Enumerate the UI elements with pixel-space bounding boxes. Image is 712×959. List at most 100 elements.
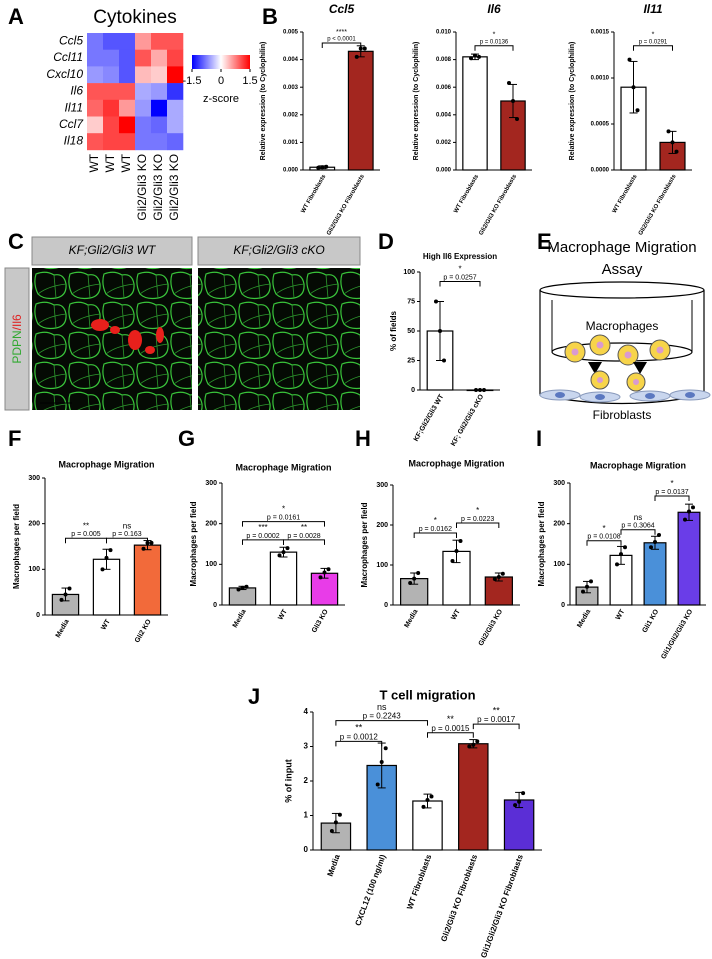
p-value: p = 0.0012	[340, 732, 379, 741]
heat-cell	[87, 133, 104, 151]
data-point	[316, 165, 321, 170]
heat-cell	[103, 133, 120, 151]
x-tick-label: Gli2/Gli3 KO Fibroblasts	[478, 173, 518, 236]
heat-cell	[119, 99, 136, 117]
fibroblast-nucleus	[645, 393, 655, 399]
row-label: Il6	[70, 84, 83, 98]
row-label: Ccl5	[59, 34, 83, 48]
x-tick-label: WT	[450, 608, 462, 622]
y-axis-label: % of fields	[389, 310, 398, 351]
heat-cell	[151, 133, 168, 151]
significance-bracket	[335, 740, 383, 747]
y-axis-label: Relative expression (to Cyclophilin)	[260, 42, 267, 161]
data-point	[474, 388, 478, 392]
heat-cell	[151, 66, 168, 84]
data-point	[285, 546, 290, 551]
macrophage-nucleus	[597, 377, 603, 383]
y-axis-label: Relative expression (to Cyclophilin)	[413, 42, 420, 161]
data-point	[358, 46, 363, 51]
p-value: p = 0.0017	[477, 715, 516, 724]
y-tick-label: 0.004	[436, 112, 452, 118]
y-tick-label: 200	[376, 522, 388, 529]
data-point	[63, 592, 68, 597]
fibroblast-nucleus	[685, 392, 695, 398]
x-tick-label: Media	[326, 853, 342, 878]
heat-cell	[119, 33, 136, 50]
row-label: Ccl11	[53, 50, 83, 64]
x-tick-label: Media	[404, 608, 420, 629]
significance-stars: *	[282, 505, 285, 514]
colorbar-label: z-score	[203, 93, 239, 105]
data-point	[108, 548, 113, 553]
heat-cell	[87, 66, 104, 84]
data-point	[615, 562, 619, 567]
heat-cell	[103, 49, 120, 67]
y-tick-label: 4	[304, 707, 309, 716]
y-tick-label: 0.008	[436, 57, 452, 63]
y-tick-label: 300	[553, 480, 565, 487]
y-tick-label: 100	[403, 269, 415, 276]
y-axis-label: Macrophages per field	[537, 501, 546, 586]
y-tick-label: 100	[553, 561, 565, 568]
significance-stars: *	[434, 516, 437, 525]
data-point	[515, 116, 519, 121]
chart-title: High Il6 Expression	[423, 252, 497, 261]
data-point	[478, 388, 482, 392]
heat-cell	[167, 99, 184, 117]
micrograph-header-box	[197, 236, 361, 266]
data-point	[653, 539, 657, 544]
significance-bracket	[106, 537, 148, 544]
data-point	[354, 54, 359, 59]
heat-cell	[103, 66, 120, 84]
data-point	[333, 820, 338, 825]
p-value: p = 0.2243	[363, 712, 402, 721]
x-tick-label: WT Fibroblasts	[405, 853, 433, 911]
p-value: p = 0.0161	[267, 514, 300, 521]
significance-stars: ns	[377, 702, 387, 712]
bar	[269, 551, 298, 606]
diagram-bottom-label: Fibroblasts	[593, 408, 652, 422]
data-point	[375, 782, 380, 787]
migration-arrow	[633, 362, 647, 374]
stain-label: PDPN/Il6	[10, 314, 24, 364]
significance-bracket	[283, 539, 325, 545]
data-point	[329, 829, 334, 834]
y-tick-label: 300	[205, 480, 217, 487]
stain-part: PDPN	[10, 330, 24, 363]
bar	[643, 542, 667, 606]
y-tick-label: 100	[205, 561, 217, 568]
data-point	[59, 597, 64, 602]
row-label: Il11	[65, 100, 83, 114]
data-point	[362, 46, 367, 51]
x-tick-label: Media	[576, 608, 592, 629]
data-point	[635, 108, 640, 113]
data-point	[469, 56, 473, 61]
y-tick-label: 0.0000	[591, 168, 610, 174]
data-point	[471, 742, 476, 747]
significance-bracket	[472, 723, 520, 730]
data-point	[683, 517, 687, 522]
data-point	[104, 555, 109, 560]
heat-cell	[135, 83, 152, 101]
significance-stars: ***	[258, 523, 267, 532]
chart-title: Il11	[643, 2, 662, 16]
data-point	[320, 165, 325, 170]
data-point	[589, 579, 593, 584]
significance-stars: ns	[634, 513, 642, 522]
panel-letter: H	[355, 426, 371, 451]
p-value: p = 0.005	[71, 531, 100, 538]
panel-letter: D	[378, 229, 394, 254]
y-tick-label: 0	[561, 602, 565, 609]
significance-stars: *	[670, 479, 673, 488]
heatmap-title: Cytokines	[93, 7, 176, 28]
significance-stars: *	[602, 524, 605, 533]
x-tick-label: Gli1/Gli2/Gli3 KO	[660, 608, 694, 660]
significance-bracket	[474, 45, 514, 51]
heat-cell	[87, 33, 104, 50]
data-point	[585, 584, 589, 589]
y-tick-label: 0.002	[283, 112, 299, 118]
bar	[228, 587, 257, 606]
y-tick-label: 25	[407, 357, 415, 364]
data-point	[492, 577, 497, 581]
